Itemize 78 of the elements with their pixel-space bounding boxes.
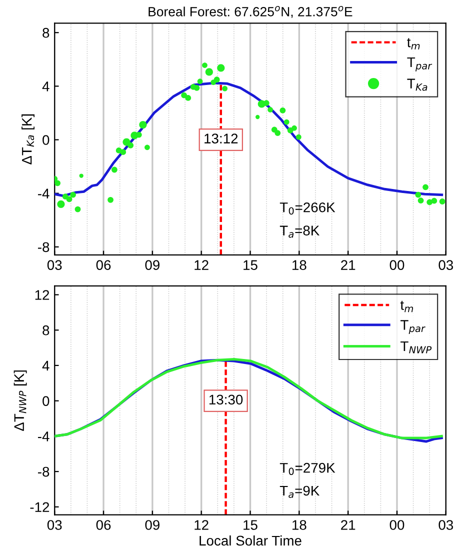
y-tick-label: 8 [42,28,50,38]
x-tick-label: 03 [438,260,454,270]
y-tick-label: -12 [30,502,50,512]
point [431,198,438,204]
x-tick-label: 03 [438,520,454,530]
annotation: T$_{a}$=8K [280,226,320,238]
x-tick-label: 18 [292,260,306,270]
x-axis-title: Local Solar Time [200,535,302,546]
point [62,194,68,200]
point [74,206,81,212]
x-tick-label: 18 [292,520,306,530]
legend-label: T$_{NWP}$ [400,341,432,354]
point [214,76,220,83]
y-axis-title: ΔT$_{NWP}$ [K] [14,370,27,431]
point [54,180,60,186]
point [205,68,213,76]
point [222,86,228,92]
y-tick-label: 0 [42,135,50,145]
point [185,95,192,101]
point [111,166,118,173]
y-tick-label: 0 [42,396,50,406]
annotation: 13:12 [204,134,238,144]
y-tick-label: -4 [38,188,50,198]
x-tick-label: 15 [244,260,258,270]
y-tick-label: 4 [42,360,50,370]
point [217,64,225,72]
point [292,125,297,131]
point [144,144,150,150]
annotation: T$_{0}$=266K [280,202,336,215]
y-tick-label: 12 [35,290,50,300]
point [415,192,422,198]
point [284,119,290,125]
legend-label: t$_{m}$ [407,38,420,50]
x-tick-label: 00 [390,260,404,270]
x-tick-label: 03 [47,520,62,530]
point [120,149,126,156]
point [70,192,76,198]
legend-label: T$_{par}$ [407,57,432,72]
point [57,200,65,208]
y-tick-label: -8 [38,242,50,252]
x-tick-label: 06 [96,260,111,270]
point [439,198,446,204]
y-axis-title: ΔT$_{Ka}$ [K] [22,114,35,164]
annotation: T$_{a}$=9K [280,486,320,498]
y-tick-label: -4 [38,432,50,442]
x-tick-label: 09 [145,260,160,270]
legend-label: t$_{m}$ [400,300,414,312]
y-tick-label: -8 [38,466,50,477]
y-tick-label: 8 [42,325,50,336]
point [181,92,187,98]
legend-label: T$_{par}$ [400,320,426,334]
point [194,84,200,91]
annotation: T$_{0}$=279K [280,462,336,476]
x-tick-label: 21 [341,520,356,530]
x-tick-label: 09 [145,520,160,530]
x-tick-label: 06 [96,520,111,530]
annotation: 13:30 [209,394,243,405]
point [296,134,302,140]
x-tick-label: 12 [194,260,208,270]
point [422,184,428,190]
point [418,198,424,204]
point [108,196,114,203]
point [66,196,72,202]
point [280,107,286,114]
legend-label: T$_{Ka}$ [407,78,428,91]
x-tick-label: 15 [244,520,258,530]
y-tick-label: 4 [42,82,50,92]
x-tick-label: 12 [194,520,208,530]
point [268,107,273,112]
x-tick-label: 21 [341,260,356,270]
x-tick-label: 03 [47,260,62,270]
point [274,130,281,136]
x-tick-label: 00 [390,520,404,530]
point [139,120,147,129]
point [197,78,203,84]
point [128,142,134,148]
point [202,62,208,68]
chart-title: Boreal Forest: 67.625$^{o}$N, 21.375$^{o}$E [148,6,352,18]
